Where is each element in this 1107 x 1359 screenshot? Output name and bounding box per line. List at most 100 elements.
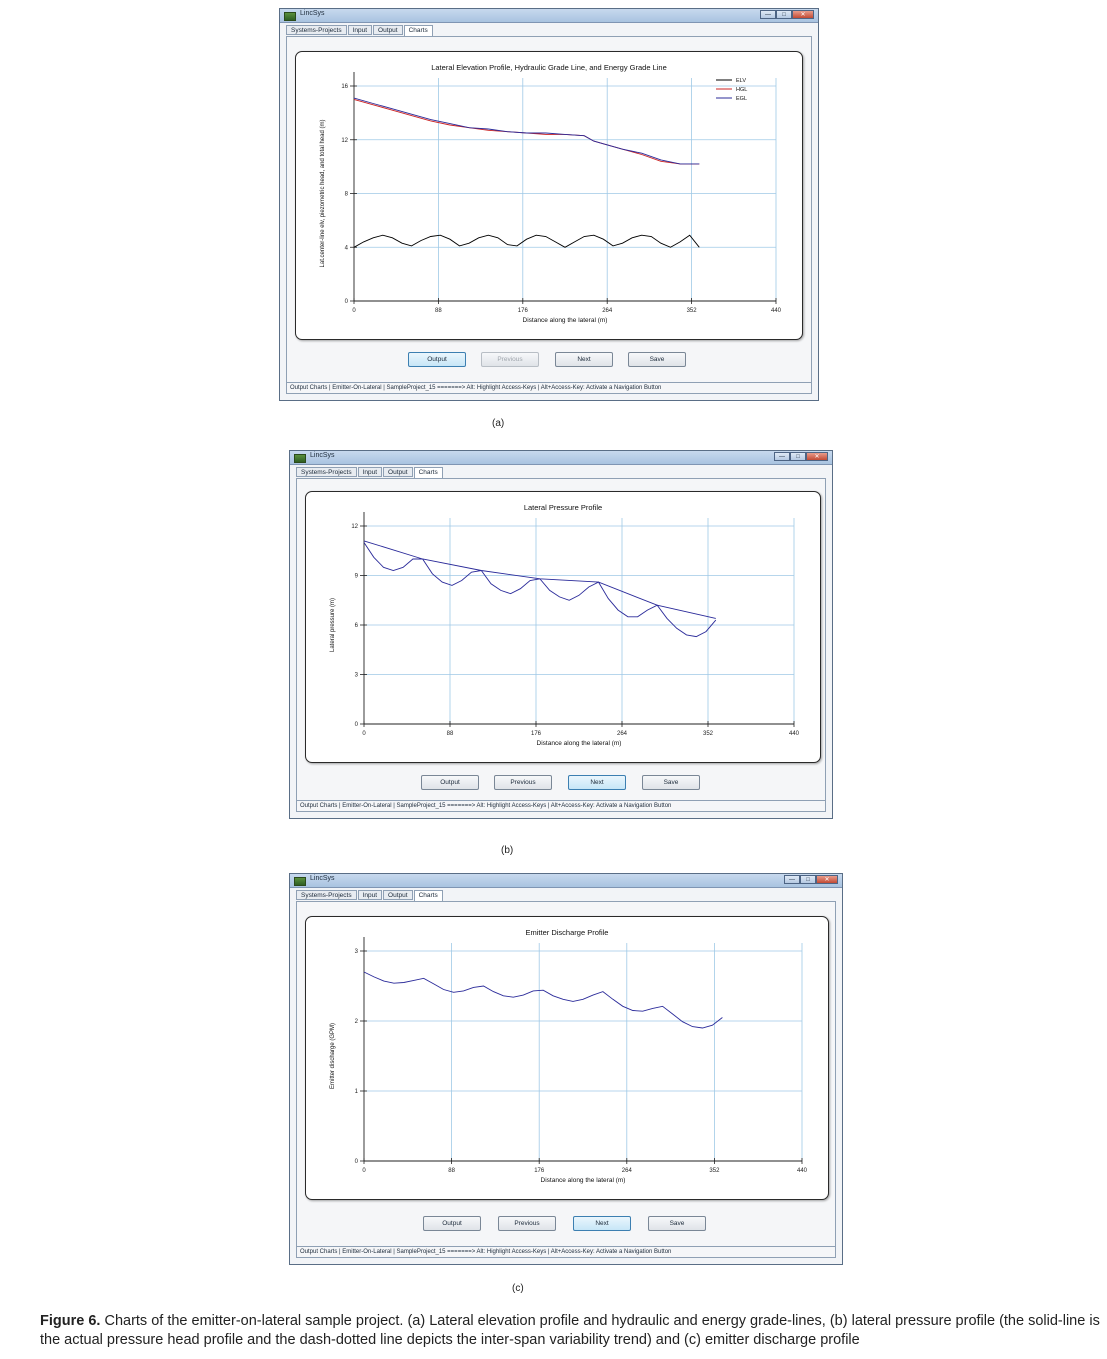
output-button[interactable]: Output xyxy=(423,1216,481,1231)
tab-charts[interactable]: Charts xyxy=(413,890,443,901)
output-button[interactable]: Output xyxy=(421,775,479,790)
next-button[interactable]: Next xyxy=(573,1216,631,1231)
x-tick-label: 264 xyxy=(617,731,628,737)
y-axis-label: Emitter discharge (GPM) xyxy=(330,1023,336,1089)
minimize-button[interactable]: — xyxy=(760,10,776,19)
window-title: LincSys xyxy=(300,10,325,17)
y-tick-label: 6 xyxy=(355,623,359,629)
x-tick-label: 440 xyxy=(789,731,800,737)
app-window-b: LincSys — □ ✕ Systems-Projects Input Out… xyxy=(289,450,833,819)
title-bar[interactable]: LincSys — □ ✕ xyxy=(290,451,832,465)
status-bar: Output Charts | Emitter-On-Lateral | Sam… xyxy=(287,382,811,393)
close-button[interactable]: ✕ xyxy=(806,452,828,461)
close-button[interactable]: ✕ xyxy=(792,10,814,19)
tab-input[interactable]: Input xyxy=(357,467,383,477)
title-bar[interactable]: LincSys — □ ✕ xyxy=(280,9,818,23)
tab-output[interactable]: Output xyxy=(383,890,413,900)
app-window-c: LincSys — □ ✕ Systems-Projects Input Out… xyxy=(289,873,843,1265)
chart-area: Lateral Elevation Profile, Hydraulic Gra… xyxy=(295,51,803,340)
chart-area: Lateral Pressure Profile 0 88 176 264 352 440 0… xyxy=(305,491,821,763)
x-tick-label: 440 xyxy=(797,1168,808,1174)
chart-title: Emitter Discharge Profile xyxy=(526,928,609,937)
caption-label: Figure 6. xyxy=(40,1313,101,1329)
tab-charts[interactable]: Charts xyxy=(403,25,433,36)
output-button[interactable]: Output xyxy=(408,352,466,367)
x-tick-label: 352 xyxy=(703,731,714,737)
tab-systems-projects[interactable]: Systems-Projects xyxy=(296,890,357,900)
main-tabs: Systems-Projects Input Output Charts xyxy=(296,890,444,901)
close-button[interactable]: ✕ xyxy=(816,875,838,884)
caption-text: Charts of the emitter-on-lateral sample … xyxy=(40,1313,1100,1348)
charts-panel: Lateral Elevation Profile, Hydraulic Gra… xyxy=(286,36,812,394)
window-title: LincSys xyxy=(310,452,335,459)
status-bar: Output Charts | Emitter-On-Lateral | Sam… xyxy=(297,800,825,811)
save-button[interactable]: Save xyxy=(648,1216,706,1231)
x-tick-label: 264 xyxy=(622,1168,633,1174)
x-tick-label: 176 xyxy=(534,1168,545,1174)
y-tick-label: 16 xyxy=(341,84,348,90)
y-tick-label: 1 xyxy=(355,1089,359,1095)
y-tick-label: 8 xyxy=(345,192,349,198)
chart-title: Lateral Elevation Profile, Hydraulic Gra… xyxy=(431,63,667,72)
save-button[interactable]: Save xyxy=(642,775,700,790)
main-tabs: Systems-Projects Input Output Charts xyxy=(286,25,434,36)
tab-output[interactable]: Output xyxy=(373,25,403,35)
panel-label-b: (b) xyxy=(501,845,514,856)
x-axis-label: Distance along the lateral (m) xyxy=(541,1177,626,1184)
tab-output[interactable]: Output xyxy=(383,467,413,477)
chart-area: Emitter Discharge Profile 0 88 176 264 352 440… xyxy=(305,916,829,1200)
minimize-button[interactable]: — xyxy=(774,452,790,461)
status-bar: Output Charts | Emitter-On-Lateral | Sam… xyxy=(297,1246,835,1257)
y-tick-label: 3 xyxy=(355,673,359,679)
previous-button[interactable]: Previous xyxy=(498,1216,556,1231)
x-axis-label: Distance along the lateral (m) xyxy=(523,317,608,324)
series-line xyxy=(363,540,716,619)
maximize-button[interactable]: □ xyxy=(776,10,792,19)
window-title: LincSys xyxy=(310,875,335,882)
series-line-elv xyxy=(353,234,700,248)
x-tick-label: 440 xyxy=(771,308,782,314)
x-tick-label: 88 xyxy=(435,308,442,314)
tab-charts[interactable]: Charts xyxy=(413,467,443,478)
y-tick-label: 0 xyxy=(345,299,349,305)
series-line xyxy=(363,542,717,638)
legend-entry: ELV xyxy=(736,78,746,84)
maximize-button[interactable]: □ xyxy=(790,452,806,461)
previous-button[interactable]: Previous xyxy=(494,775,552,790)
app-window-a: LincSys — □ ✕ Systems-Projects Input Out… xyxy=(279,8,819,401)
app-icon xyxy=(294,454,306,463)
tab-systems-projects[interactable]: Systems-Projects xyxy=(286,25,347,35)
charts-panel: Emitter Discharge Profile 0 88 176 264 352 440… xyxy=(296,901,836,1258)
x-tick-label: 352 xyxy=(687,308,698,314)
series-line-egl xyxy=(353,97,700,165)
y-tick-label: 12 xyxy=(341,138,348,144)
tab-input[interactable]: Input xyxy=(347,25,373,35)
y-axis-label: Lat.center-line elv, piezometric head, a… xyxy=(320,120,326,268)
pressure-chart: Lateral Pressure Profile 0 88 176 264 352 440 0… xyxy=(330,503,800,747)
legend-entry: HGL xyxy=(736,87,747,93)
series-line-hgl xyxy=(353,98,700,165)
y-tick-label: 9 xyxy=(355,574,359,580)
save-button[interactable]: Save xyxy=(628,352,686,367)
title-bar[interactable]: LincSys — □ ✕ xyxy=(290,874,842,888)
next-button[interactable]: Next xyxy=(568,775,626,790)
y-tick-label: 4 xyxy=(345,245,349,251)
chart-title: Lateral Pressure Profile xyxy=(524,503,602,512)
figure-caption: Figure 6. Charts of the emitter-on-later… xyxy=(40,1312,1102,1350)
previous-button[interactable]: Previous xyxy=(481,352,539,367)
x-tick-label: 88 xyxy=(447,731,454,737)
app-icon xyxy=(294,877,306,886)
next-button[interactable]: Next xyxy=(555,352,613,367)
tab-systems-projects[interactable]: Systems-Projects xyxy=(296,467,357,477)
maximize-button[interactable]: □ xyxy=(800,875,816,884)
x-tick-label: 0 xyxy=(362,1168,366,1174)
panel-label-c: (c) xyxy=(512,1283,524,1294)
tab-input[interactable]: Input xyxy=(357,890,383,900)
y-tick-label: 0 xyxy=(355,722,359,728)
y-tick-label: 0 xyxy=(355,1159,359,1165)
panel-label-a: (a) xyxy=(492,418,505,429)
minimize-button[interactable]: — xyxy=(784,875,800,884)
y-tick-label: 3 xyxy=(355,949,359,955)
legend-entry: EGL xyxy=(736,96,747,102)
discharge-chart: Emitter Discharge Profile 0 88 176 264 352 440… xyxy=(330,928,808,1184)
